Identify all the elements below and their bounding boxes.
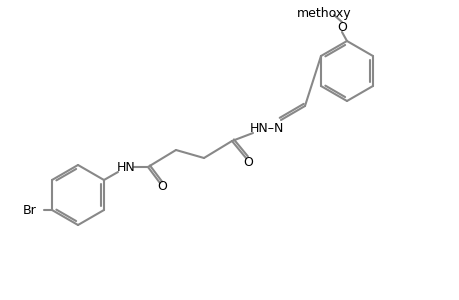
Text: HN–N: HN–N	[249, 122, 284, 134]
Text: Br: Br	[22, 203, 36, 217]
Text: O: O	[242, 155, 252, 169]
Text: O: O	[336, 20, 346, 34]
Text: O: O	[157, 181, 167, 194]
Text: HN: HN	[116, 160, 135, 173]
Text: methoxy: methoxy	[296, 7, 351, 20]
